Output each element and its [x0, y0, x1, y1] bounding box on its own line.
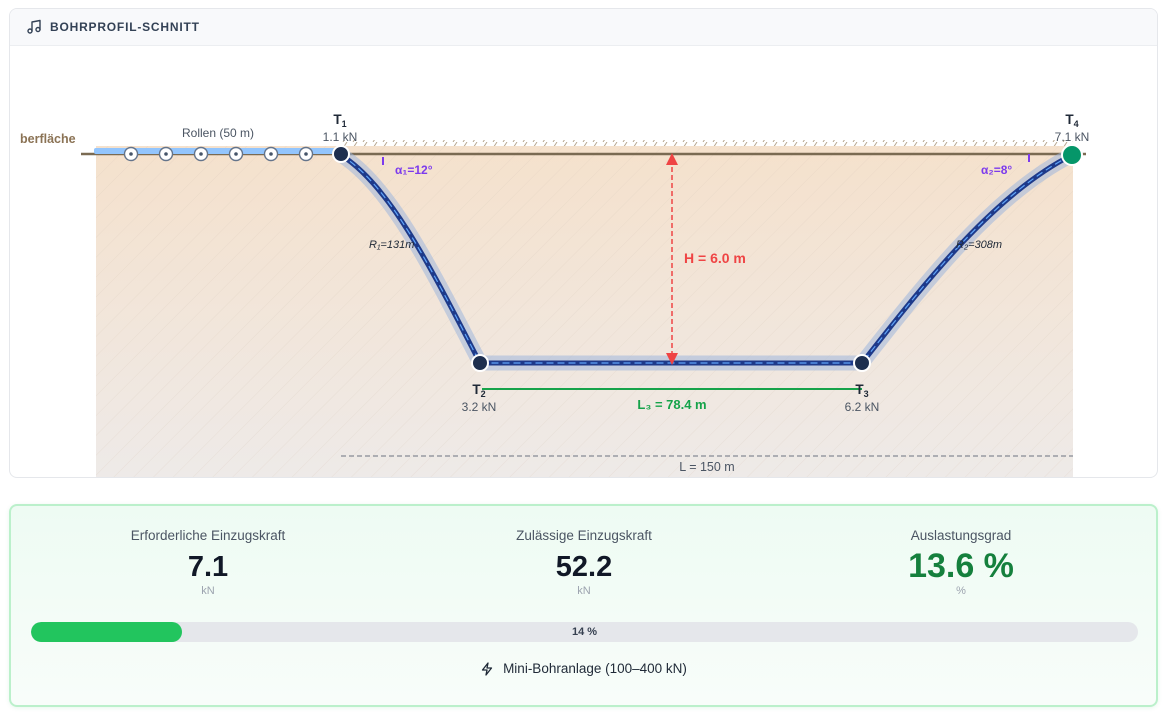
rig-recommendation: Mini-Bohranlage (100–400 kN) [11, 661, 1156, 676]
node-t3-force: 6.2 kN [845, 400, 880, 414]
progress-label: 14 % [571, 626, 598, 638]
roller-icon [158, 146, 174, 162]
radius-exit-label: R₂=308m [956, 239, 1002, 251]
roller-icon [263, 146, 279, 162]
results-panel: Erforderliche Einzugskraft 7.1 kN Zuläss… [9, 504, 1158, 707]
node-t2-force: 3.2 kN [462, 400, 497, 414]
progress-fill [31, 622, 182, 642]
angle-entry-label: α₁=12° [395, 163, 433, 177]
lightning-icon [480, 661, 494, 676]
utilization-progress-bar: 14 % [31, 622, 1138, 642]
roller-icon [228, 146, 244, 162]
panel-header: BOHRPROFIL-SCHNITT [10, 9, 1157, 46]
bore-pipe-centerline [340, 154, 1073, 364]
rollers [123, 146, 314, 162]
node-t1-force: 1.1 kN [323, 130, 358, 144]
roller-icon [123, 146, 139, 162]
utilization-unit: % [956, 585, 966, 597]
node-t3-name: T3 [855, 382, 868, 399]
utilization-value: 13.6 % [908, 547, 1014, 585]
bore-profile-diagram: Rollen (50 m) berfläche H = 6.0 m L₃ = 7… [20, 112, 1090, 477]
node-t3[interactable] [853, 354, 871, 372]
required-force-unit: kN [201, 585, 215, 597]
allowed-force-metric: Zulässige Einzugskraft 52.2 kN [434, 528, 734, 597]
required-force-value: 7.1 [187, 551, 229, 583]
angle-exit-label: α₂=8° [981, 163, 1012, 177]
radius-entry-label: R₁=131m [369, 239, 414, 251]
rig-label: Mini-Bohranlage (100–400 kN) [503, 661, 687, 676]
node-t2-name: T2 [472, 382, 485, 399]
utilization-metric: Auslastungsgrad 13.6 % % [811, 528, 1111, 597]
surface-grass [340, 140, 1073, 146]
allowed-force-label: Zulässige Einzugskraft [516, 528, 652, 543]
panel-title: BOHRPROFIL-SCHNITT [50, 20, 200, 34]
roller-pipe [94, 148, 341, 154]
required-force-label: Erforderliche Einzugskraft [130, 528, 286, 543]
node-t4[interactable] [1061, 144, 1083, 166]
profile-panel: BOHRPROFIL-SCHNITT [9, 8, 1158, 478]
music-note-icon [26, 19, 42, 35]
soil-hatch [96, 146, 1073, 477]
node-t4-force: 7.1 kN [1055, 130, 1090, 144]
utilization-label: Auslastungsgrad [910, 528, 1012, 543]
node-t2[interactable] [471, 354, 489, 372]
node-t1-name: T1 [333, 112, 346, 129]
node-t4-name: T4 [1065, 112, 1078, 129]
rollers-label: Rollen (50 m) [182, 126, 254, 140]
depth-label: H = 6.0 m [684, 250, 746, 266]
allowed-force-value: 52.2 [555, 551, 613, 583]
node-t1[interactable] [332, 145, 350, 163]
surface-label: berfläche [20, 132, 76, 146]
roller-icon [193, 146, 209, 162]
straight-length-label: L₃ = 78.4 m [637, 397, 706, 412]
total-length-label: L = 150 m [679, 460, 734, 474]
required-force-metric: Erforderliche Einzugskraft 7.1 kN [58, 528, 358, 597]
roller-icon [298, 146, 314, 162]
allowed-force-unit: kN [577, 585, 591, 597]
